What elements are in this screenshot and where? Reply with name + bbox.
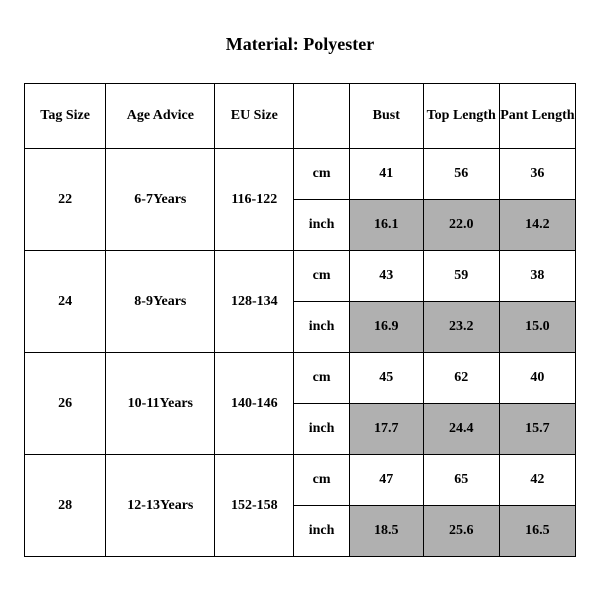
cell-top-length-inch: 25.6	[423, 506, 499, 557]
cell-top-length-cm: 62	[423, 353, 499, 404]
cell-pant-length-inch: 15.7	[499, 404, 575, 455]
col-eu-size: EU Size	[215, 84, 294, 149]
cell-top-length-inch: 24.4	[423, 404, 499, 455]
cell-tag-size: 22	[25, 149, 106, 251]
page: Material: Polyester Tag Size Age Advice …	[0, 0, 600, 600]
table-row: 22 6-7Years 116-122 cm 41 56 36	[25, 149, 576, 200]
cell-eu-size: 128-134	[215, 251, 294, 353]
cell-pant-length-cm: 38	[499, 251, 575, 302]
cell-top-length-cm: 65	[423, 455, 499, 506]
cell-age-advice: 10-11Years	[106, 353, 215, 455]
cell-bust-inch: 18.5	[349, 506, 423, 557]
cell-top-length-cm: 56	[423, 149, 499, 200]
cell-tag-size: 26	[25, 353, 106, 455]
page-title: Material: Polyester	[24, 34, 576, 55]
cell-unit-cm: cm	[294, 455, 350, 506]
cell-age-advice: 8-9Years	[106, 251, 215, 353]
cell-bust-cm: 41	[349, 149, 423, 200]
table-header-row: Tag Size Age Advice EU Size Bust Top Len…	[25, 84, 576, 149]
col-age-advice: Age Advice	[106, 84, 215, 149]
cell-bust-inch: 17.7	[349, 404, 423, 455]
col-unit	[294, 84, 350, 149]
cell-bust-cm: 47	[349, 455, 423, 506]
cell-bust-inch: 16.9	[349, 302, 423, 353]
table-row: 26 10-11Years 140-146 cm 45 62 40	[25, 353, 576, 404]
cell-bust-cm: 45	[349, 353, 423, 404]
cell-unit-cm: cm	[294, 149, 350, 200]
table-row: 24 8-9Years 128-134 cm 43 59 38	[25, 251, 576, 302]
cell-unit-cm: cm	[294, 353, 350, 404]
cell-unit-inch: inch	[294, 302, 350, 353]
cell-eu-size: 152-158	[215, 455, 294, 557]
cell-pant-length-inch: 15.0	[499, 302, 575, 353]
cell-unit-inch: inch	[294, 506, 350, 557]
cell-age-advice: 12-13Years	[106, 455, 215, 557]
col-top-length: Top Length	[423, 84, 499, 149]
cell-bust-inch: 16.1	[349, 200, 423, 251]
cell-pant-length-inch: 14.2	[499, 200, 575, 251]
cell-eu-size: 140-146	[215, 353, 294, 455]
cell-pant-length-cm: 42	[499, 455, 575, 506]
cell-bust-cm: 43	[349, 251, 423, 302]
cell-pant-length-cm: 36	[499, 149, 575, 200]
size-table: Tag Size Age Advice EU Size Bust Top Len…	[24, 83, 576, 557]
cell-eu-size: 116-122	[215, 149, 294, 251]
col-tag-size: Tag Size	[25, 84, 106, 149]
cell-pant-length-inch: 16.5	[499, 506, 575, 557]
cell-top-length-inch: 23.2	[423, 302, 499, 353]
cell-tag-size: 24	[25, 251, 106, 353]
cell-unit-inch: inch	[294, 200, 350, 251]
cell-age-advice: 6-7Years	[106, 149, 215, 251]
col-pant-length: Pant Length	[499, 84, 575, 149]
col-bust: Bust	[349, 84, 423, 149]
cell-top-length-inch: 22.0	[423, 200, 499, 251]
cell-pant-length-cm: 40	[499, 353, 575, 404]
cell-unit-inch: inch	[294, 404, 350, 455]
cell-tag-size: 28	[25, 455, 106, 557]
cell-unit-cm: cm	[294, 251, 350, 302]
table-row: 28 12-13Years 152-158 cm 47 65 42	[25, 455, 576, 506]
cell-top-length-cm: 59	[423, 251, 499, 302]
